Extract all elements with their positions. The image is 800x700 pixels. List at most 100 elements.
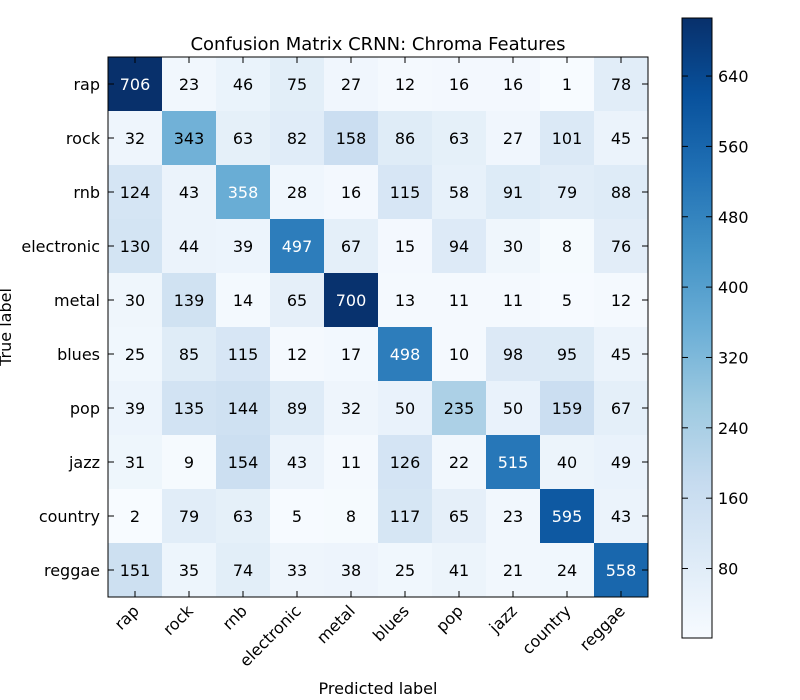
cell-value-label: 33 bbox=[287, 561, 307, 580]
matrix-cell bbox=[378, 435, 433, 490]
y-tick-label: country bbox=[39, 507, 100, 526]
matrix-cell bbox=[108, 489, 163, 544]
matrix-cell bbox=[324, 489, 379, 544]
cell-value-label: 75 bbox=[287, 75, 307, 94]
cell-value-label: 358 bbox=[228, 183, 259, 202]
matrix-cell bbox=[270, 111, 325, 166]
x-tick-label: blues bbox=[369, 601, 413, 645]
cell-value-label: 8 bbox=[346, 507, 356, 526]
cell-value-label: 50 bbox=[503, 399, 523, 418]
matrix-cell bbox=[432, 111, 487, 166]
cell-value-label: 124 bbox=[120, 183, 151, 202]
colorbar-tick-label: 560 bbox=[718, 137, 749, 156]
cell-value-label: 15 bbox=[395, 237, 415, 256]
cell-value-label: 24 bbox=[557, 561, 577, 580]
matrix-cell bbox=[594, 111, 649, 166]
matrix-cell bbox=[216, 381, 271, 436]
cell-value-label: 63 bbox=[449, 129, 469, 148]
y-tick-label: reggae bbox=[44, 561, 100, 580]
colorbar-tick-label: 240 bbox=[718, 419, 749, 438]
cell-value-label: 39 bbox=[125, 399, 145, 418]
matrix-cell bbox=[594, 219, 649, 274]
cell-value-label: 76 bbox=[611, 237, 631, 256]
cell-value-label: 88 bbox=[611, 183, 631, 202]
matrix-cell bbox=[486, 165, 541, 220]
cell-value-label: 235 bbox=[444, 399, 475, 418]
colorbar-tick-label: 480 bbox=[718, 208, 749, 227]
matrix-cell bbox=[594, 327, 649, 382]
cell-value-label: 65 bbox=[449, 507, 469, 526]
cell-value-label: 498 bbox=[390, 345, 421, 364]
matrix-cell bbox=[216, 489, 271, 544]
cell-value-label: 22 bbox=[449, 453, 469, 472]
matrix-cell bbox=[270, 381, 325, 436]
cell-value-label: 1 bbox=[562, 75, 572, 94]
cell-value-label: 2 bbox=[130, 507, 140, 526]
cell-value-label: 12 bbox=[395, 75, 415, 94]
cell-value-label: 89 bbox=[287, 399, 307, 418]
x-tick-label: metal bbox=[313, 601, 359, 647]
colorbar bbox=[681, 17, 713, 639]
matrix-cell bbox=[270, 327, 325, 382]
cell-value-label: 85 bbox=[179, 345, 199, 364]
matrix-cell bbox=[108, 111, 163, 166]
cell-value-label: 49 bbox=[611, 453, 631, 472]
cell-value-label: 86 bbox=[395, 129, 415, 148]
cell-value-label: 31 bbox=[125, 453, 145, 472]
matrix-cell bbox=[216, 435, 271, 490]
matrix-cell bbox=[432, 273, 487, 328]
cell-value-label: 130 bbox=[120, 237, 151, 256]
y-tick-label: pop bbox=[70, 399, 100, 418]
matrix-cell bbox=[108, 327, 163, 382]
matrix-cell bbox=[108, 435, 163, 490]
cell-value-label: 11 bbox=[503, 291, 523, 310]
matrix-cell bbox=[540, 273, 595, 328]
matrix-cell bbox=[594, 165, 649, 220]
matrix-cell bbox=[540, 165, 595, 220]
y-tick-label: metal bbox=[54, 291, 100, 310]
matrix-cell bbox=[378, 219, 433, 274]
cell-value-label: 8 bbox=[562, 237, 572, 256]
matrix-cell bbox=[216, 327, 271, 382]
matrix-cell bbox=[216, 57, 271, 112]
cell-value-label: 16 bbox=[341, 183, 361, 202]
cell-value-label: 94 bbox=[449, 237, 469, 256]
matrix-cell bbox=[486, 111, 541, 166]
cell-value-label: 497 bbox=[282, 237, 313, 256]
x-tick-label: pop bbox=[432, 601, 467, 636]
matrix-cell bbox=[378, 543, 433, 598]
cell-value-label: 14 bbox=[233, 291, 253, 310]
cell-value-label: 13 bbox=[395, 291, 415, 310]
matrix-cell bbox=[324, 543, 379, 598]
cell-value-label: 16 bbox=[449, 75, 469, 94]
matrix-cell bbox=[432, 57, 487, 112]
cell-value-label: 5 bbox=[562, 291, 572, 310]
matrix-cell bbox=[378, 327, 433, 382]
matrix-cell bbox=[162, 273, 217, 328]
cell-value-label: 30 bbox=[125, 291, 145, 310]
cell-value-label: 46 bbox=[233, 75, 253, 94]
matrix-cell bbox=[594, 489, 649, 544]
matrix-cell bbox=[324, 57, 379, 112]
x-axis-label: Predicted label bbox=[319, 679, 438, 698]
matrix-cell bbox=[270, 57, 325, 112]
matrix-cell bbox=[486, 543, 541, 598]
cell-value-label: 44 bbox=[179, 237, 199, 256]
matrix-cell bbox=[378, 273, 433, 328]
cell-value-label: 151 bbox=[120, 561, 151, 580]
cell-value-label: 10 bbox=[449, 345, 469, 364]
matrix-cell bbox=[486, 219, 541, 274]
cell-value-label: 28 bbox=[287, 183, 307, 202]
x-tick-label: jazz bbox=[485, 601, 521, 637]
matrix-cell bbox=[594, 381, 649, 436]
cell-value-label: 135 bbox=[174, 399, 205, 418]
matrix-cell bbox=[432, 381, 487, 436]
matrix-cell bbox=[216, 165, 271, 220]
cell-value-label: 515 bbox=[498, 453, 529, 472]
matrix-cell bbox=[432, 543, 487, 598]
matrix-cell bbox=[270, 489, 325, 544]
matrix-cell bbox=[324, 219, 379, 274]
cell-value-label: 74 bbox=[233, 561, 253, 580]
cell-value-label: 115 bbox=[390, 183, 421, 202]
